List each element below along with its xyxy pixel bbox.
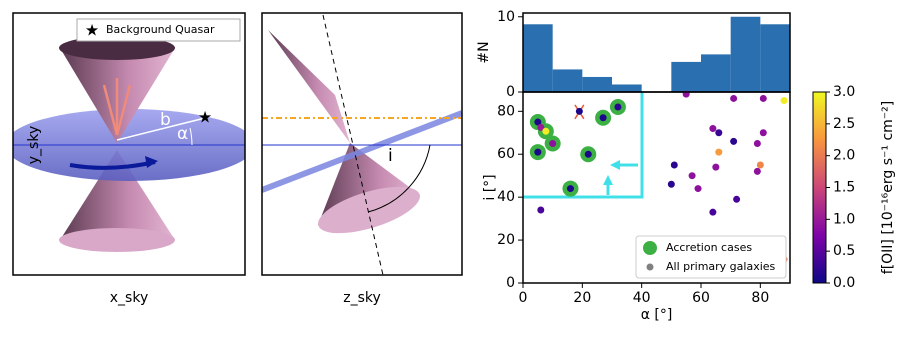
point <box>780 97 788 105</box>
colorbar-tick-label: 1.5 <box>833 180 855 196</box>
y-axis-label: i [°] <box>482 174 498 200</box>
x-tick-label: 80 <box>751 290 769 306</box>
colorbar-tick-label: 1.0 <box>833 211 855 227</box>
point <box>534 148 542 156</box>
y-tick-label: 0 <box>506 84 515 100</box>
y-tick-label: 40 <box>497 189 515 205</box>
x-axis-label: α [°] <box>641 307 673 323</box>
bar <box>701 54 731 92</box>
colorbar-tick-label: 0.5 <box>833 243 855 259</box>
bar <box>671 61 701 92</box>
x-tick-label: 40 <box>633 290 651 306</box>
point <box>542 127 550 135</box>
point <box>759 94 767 102</box>
point <box>753 140 761 148</box>
colorbar-tick-label: 3.0 <box>833 84 855 100</box>
y-tick-label: 60 <box>497 146 515 162</box>
b-label: b <box>160 110 171 130</box>
y-tick-label: 20 <box>497 232 515 248</box>
diagram-face-on: ★ <box>13 36 245 252</box>
point <box>715 129 723 137</box>
legend-marker <box>646 263 654 271</box>
alpha-label: α <box>177 124 188 144</box>
point <box>667 180 675 188</box>
x-axis-label: z_sky <box>343 290 381 306</box>
svg-text:★: ★ <box>85 21 99 40</box>
legend-box <box>76 18 241 42</box>
point <box>756 161 764 169</box>
legend-box <box>635 235 787 279</box>
point <box>534 118 542 126</box>
point <box>759 129 767 137</box>
point <box>688 172 696 180</box>
legend-text: Background Quasar <box>106 23 215 36</box>
colorbar-tick-label: 2.5 <box>833 116 855 132</box>
bar <box>552 69 583 92</box>
colorbar <box>812 91 827 284</box>
y-axis-label: y_sky <box>26 126 42 164</box>
x-tick-label: 0 <box>519 290 528 306</box>
colorbar-tick-label: 0.0 <box>833 275 855 291</box>
point <box>712 163 720 171</box>
bar <box>760 24 790 93</box>
colorbar-label: f[OII] [10⁻¹⁶erg s⁻¹ cm⁻²] <box>880 101 896 274</box>
i-label: i <box>388 146 393 166</box>
y-tick-label: 10 <box>497 9 515 25</box>
bar <box>730 16 761 93</box>
y-tick-label: 0 <box>506 275 515 291</box>
bar <box>582 76 612 92</box>
axes-frame <box>522 91 791 284</box>
diagram-edge-on <box>262 14 462 275</box>
svg-text:★: ★ <box>198 108 212 127</box>
bar <box>612 84 642 92</box>
point <box>537 123 545 131</box>
point <box>753 167 761 175</box>
legend-label: All primary galaxies <box>666 260 776 273</box>
point <box>694 185 702 193</box>
point <box>566 185 574 193</box>
x-tick-label: 60 <box>692 290 710 306</box>
point <box>584 150 592 158</box>
panel-frame <box>261 12 463 276</box>
x-axis-label: x_sky <box>110 290 148 306</box>
y-axis-label: #N <box>476 41 492 63</box>
point <box>733 195 741 203</box>
point <box>715 148 723 156</box>
point <box>709 208 717 216</box>
point <box>614 103 622 111</box>
point <box>599 114 607 122</box>
bar <box>523 24 553 93</box>
legend-marker <box>643 241 657 255</box>
panel-frame <box>12 12 246 276</box>
point <box>575 107 583 115</box>
selection-region <box>523 92 644 199</box>
point <box>537 206 545 214</box>
y-tick-label: 80 <box>497 103 515 119</box>
legend-label: Accretion cases <box>666 241 752 254</box>
colorbar-tick-label: 2.0 <box>833 148 855 164</box>
point <box>670 161 678 169</box>
point <box>730 94 738 102</box>
point <box>730 137 738 145</box>
point <box>709 124 717 132</box>
point <box>549 140 557 148</box>
x-tick-label: 20 <box>573 290 591 306</box>
